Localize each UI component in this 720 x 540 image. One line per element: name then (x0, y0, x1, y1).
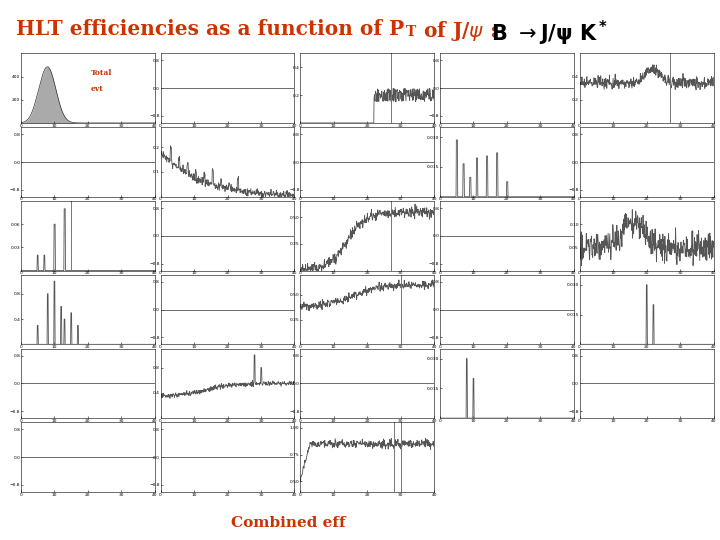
Text: Total: Total (91, 69, 112, 77)
Text: $\bf{B}$ $\rightarrow$$\bf{J/\psi}$ $\bf{K^*}$: $\bf{B}$ $\rightarrow$$\bf{J/\psi}$ $\bf… (484, 19, 608, 48)
Text: Combined eff: Combined eff (230, 516, 346, 530)
Text: evt: evt (91, 85, 104, 93)
Text: T: T (406, 25, 416, 39)
Text: HLT efficiencies as a function of P: HLT efficiencies as a function of P (16, 19, 404, 39)
Text: of J/$\psi$ :: of J/$\psi$ : (416, 19, 497, 43)
